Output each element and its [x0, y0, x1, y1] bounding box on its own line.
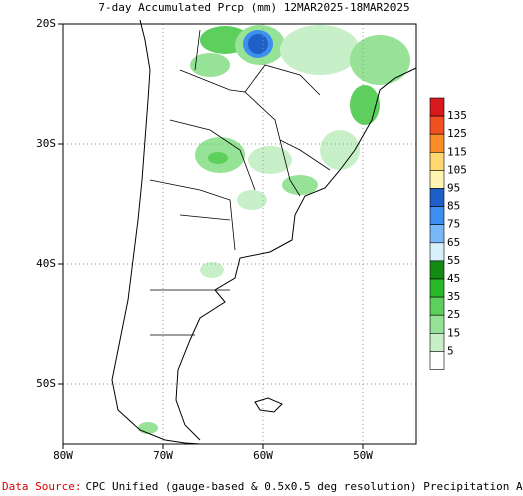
map-frame: [62, 23, 417, 445]
colorbar-label: 45: [447, 272, 460, 285]
colorbar-box: [429, 224, 445, 244]
colorbar-label: 5: [447, 344, 454, 357]
colorbar-box: [429, 152, 445, 171]
precip-shading: [138, 25, 410, 434]
colorbar-box: [429, 242, 445, 262]
colorbar-box: [429, 133, 445, 153]
colorbar-box: [429, 351, 445, 370]
lat-label: 40S: [36, 257, 56, 270]
colorbar-box: [429, 260, 445, 280]
colorbar-label: 55: [447, 254, 460, 267]
lon-label: 70W: [153, 449, 173, 462]
colorbar-label: 85: [447, 200, 460, 213]
colorbar-label: 135: [447, 109, 467, 122]
lon-label: 60W: [253, 449, 273, 462]
colorbar-label: 115: [447, 145, 467, 158]
footer-text: CPC Unified (gauge-based & 0.5x0.5 deg r…: [85, 480, 523, 493]
colorbar-box: [429, 314, 445, 334]
map-title: 7-day Accumulated Prcp (mm) 12MAR2025-18…: [98, 1, 409, 14]
coastline: [111, 19, 417, 445]
lon-label: 50W: [353, 449, 373, 462]
colorbar-label: 65: [447, 236, 460, 249]
colorbar-label: 95: [447, 182, 460, 195]
lon-label: 80W: [53, 449, 73, 462]
lat-label: 50S: [36, 377, 56, 390]
colorbar-box: [429, 97, 445, 117]
colorbar-label: 25: [447, 308, 460, 321]
colorbar-box: [429, 188, 445, 207]
footer-label: Data Source:: [2, 480, 81, 493]
colorbar-label: 105: [447, 163, 467, 176]
colorbar-label: 75: [447, 218, 460, 231]
colorbar-box: [429, 115, 445, 135]
colorbar-box: [429, 296, 445, 316]
colorbar-box: [429, 206, 445, 226]
colorbar-label: 15: [447, 326, 460, 339]
colorbar-box: [429, 332, 445, 352]
grid: [63, 24, 416, 444]
colorbar-label: 125: [447, 127, 467, 140]
lat-label: 20S: [36, 17, 56, 30]
colorbar-label: 35: [447, 290, 460, 303]
colorbar-box: [429, 170, 445, 189]
colorbar-box: [429, 278, 445, 298]
lat-label: 30S: [36, 137, 56, 150]
borders: [149, 29, 331, 336]
